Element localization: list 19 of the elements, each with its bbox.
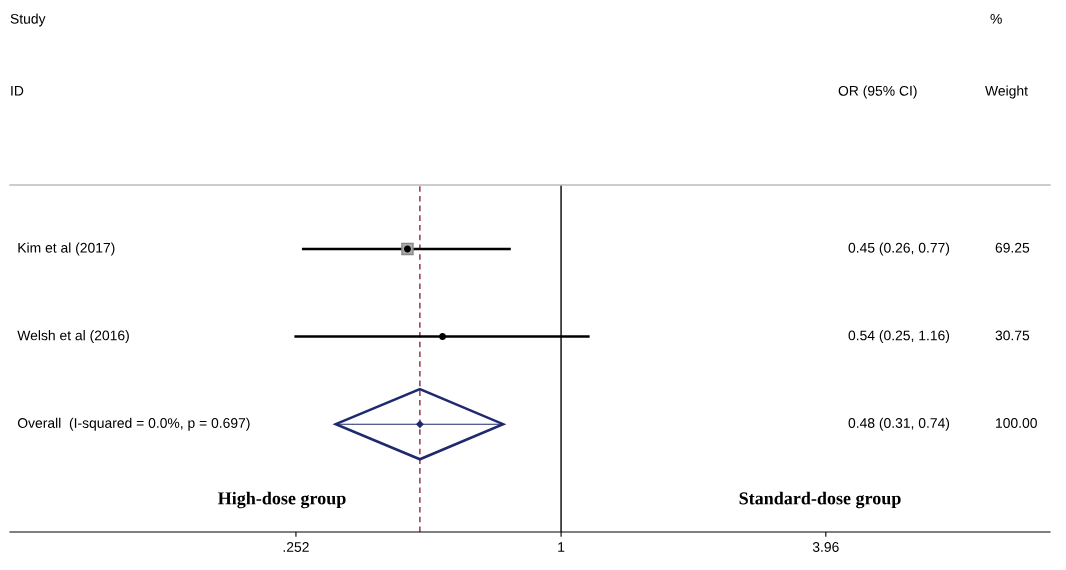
y-tick-label: Overall (I-squared = 0.0%, p = 0.697) — [17, 417, 250, 431]
annotation: High-dose group — [218, 491, 346, 509]
text: ID — [11, 86, 24, 96]
annotation: Standard-dose group — [739, 491, 901, 509]
y-tick-label: Welsh et al (2016) — [17, 330, 129, 344]
annotation: 69.25 — [995, 242, 1030, 253]
x-tick-label: 1 — [558, 542, 565, 552]
x-tick-label: 3.96 — [812, 542, 839, 552]
annotation: 0.45 (0.26, 0.77) — [848, 242, 950, 256]
annotation: 0.54 (0.25, 1.16) — [848, 330, 950, 344]
annotation: 0.48 (0.31, 0.74) — [848, 417, 950, 431]
annotation: 30.75 — [995, 330, 1030, 341]
text: OR (95% CI) — [838, 85, 917, 99]
text: Weight — [985, 85, 1028, 99]
x-tick-label: .252 — [283, 542, 309, 552]
annotation: 100.00 — [996, 418, 1037, 428]
text: Study — [10, 13, 46, 27]
text: % — [990, 13, 1002, 24]
y-tick-label: Kim et al (2017) — [18, 242, 115, 256]
